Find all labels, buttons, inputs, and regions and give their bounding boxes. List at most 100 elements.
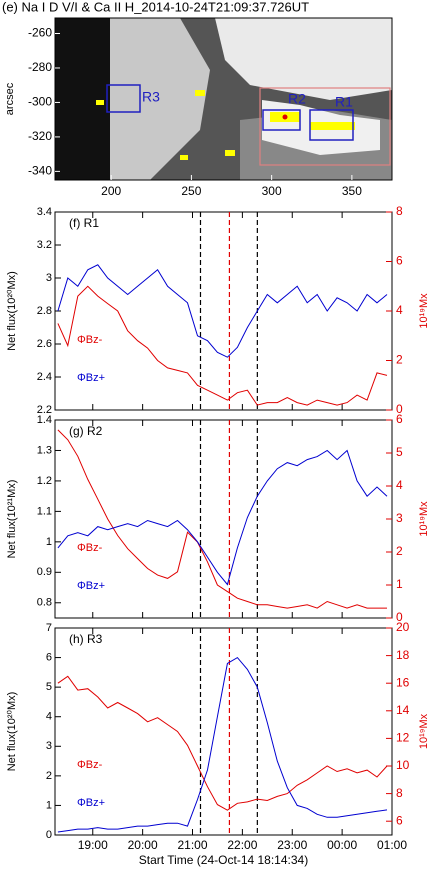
y-tick-label: -320 [28,129,52,143]
y-tick-label: 3.4 [37,206,52,218]
y-tick-label: 3 [46,740,52,752]
region-label: R3 [142,89,160,105]
y2-tick-label: 6 [396,254,403,268]
y-tick-label: 0.9 [37,566,52,578]
legend-label: ΦBz- [77,542,103,554]
y-axis-label: arcsec [4,82,16,115]
series-line [57,449,388,586]
y-tick-label: 4 [46,711,52,723]
x-tick-label: 21:00 [177,838,207,852]
y2-tick-label: 4 [396,303,403,317]
x-tick-label: 300 [262,184,282,198]
x-tick-label: 22:00 [227,838,257,852]
region-label: R1 [335,94,353,110]
flux-patch [310,122,355,130]
y2-axis-label: 10¹⁹Mx [418,293,430,329]
y2-tick-label: 0 [396,610,403,624]
solar-image: R1 R2 R3 [54,17,393,181]
panel-label: (f) R1 [69,216,99,230]
y-tick-label: 1.2 [37,475,52,487]
panel-label: (h) R3 [69,632,103,646]
x-tick-label: 350 [342,184,362,198]
image-bright [215,18,392,100]
y-tick-label: 2.6 [37,338,52,350]
y-tick-label: 1 [46,536,52,548]
image-bright [110,18,210,180]
y2-axis-label: 10¹⁹Mx [418,713,430,749]
x-axis-label: Start Time (24-Oct-14 18:14:34) [139,853,308,867]
y2-tick-label: 16 [396,675,410,689]
y-tick-label: 2.2 [37,404,52,416]
y2-tick-label: 12 [396,731,410,745]
x-tick-label: 19:00 [78,838,108,852]
legend-label: ΦBz- [77,759,103,771]
legend-label: ΦBz- [77,334,103,346]
y2-tick-label: 8 [396,204,403,218]
region-box [106,84,141,113]
x-tick-label: 250 [181,184,201,198]
y-tick-label: 1 [46,799,52,811]
flux-patch [180,155,188,160]
y-tick-label: 2.8 [37,305,52,317]
y-tick-label: 3.2 [37,239,52,251]
y-tick-label: 3 [46,272,52,284]
legend-label: ΦBz+ [77,797,105,809]
y2-tick-label: 10 [396,758,410,772]
y-tick-label: 5 [46,681,52,693]
x-tick-label: 00:00 [327,838,357,852]
y-tick-label: 2.4 [37,371,52,383]
region-box [309,109,354,141]
y2-tick-label: 0 [396,402,403,416]
flux-patch [96,100,104,105]
y-tick-label: 2 [46,770,52,782]
y2-tick-label: 8 [396,786,403,800]
plot-frame [54,211,393,411]
y-axis-label: Net flux(10²⁰Mx) [6,271,18,351]
image-frame [54,17,393,181]
legend-label: ΦBz+ [77,372,105,384]
y2-tick-label: 18 [396,648,410,662]
series-line [57,656,388,833]
y2-tick-label: 6 [396,813,403,827]
flux-patch [282,114,288,120]
y2-tick-label: 4 [396,478,403,492]
region-box [262,109,301,131]
y-tick-label: -300 [28,95,52,109]
y2-tick-label: 5 [396,445,403,459]
y-tick-label: 6 [46,651,52,663]
y-tick-label: 0.8 [37,597,52,609]
flux-patch [195,90,205,96]
y-tick-label: 1.3 [37,444,52,456]
panel-label: (g) R2 [69,424,103,438]
series-line [57,675,388,811]
series-line [57,285,388,406]
plot-frame [54,627,393,836]
chart-title: (e) Na I D V/I & Ca II H_2014-10-24T21:0… [2,0,309,14]
legend-label: ΦBz+ [77,580,105,592]
plot-frame [54,419,393,619]
y-tick-label: 0 [46,829,52,841]
y-tick-label: -260 [28,26,52,40]
y2-tick-label: 2 [396,544,403,558]
y2-tick-label: 3 [396,511,403,525]
x-tick-label: 200 [101,184,121,198]
y-tick-label: 7 [46,622,52,634]
y2-tick-label: 1 [396,577,403,591]
y-axis-label: Net flux(10²¹Mx) [6,480,18,559]
y2-tick-label: 20 [396,620,410,634]
image-dark [55,18,110,180]
x-tick-label: 01:00 [377,838,407,852]
y2-tick-label: 14 [396,703,410,717]
y-tick-label: 1.1 [37,505,52,517]
y2-tick-label: 6 [396,412,403,426]
region-box [259,87,391,166]
flux-patch [225,150,235,156]
y-tick-label: -340 [28,164,52,178]
y-tick-label: -280 [28,60,52,74]
y2-tick-label: 2 [396,353,403,367]
x-tick-label: 20:00 [128,838,158,852]
series-line [57,429,387,609]
y-tick-label: 1.4 [37,414,52,426]
x-tick-label: 23:00 [277,838,307,852]
